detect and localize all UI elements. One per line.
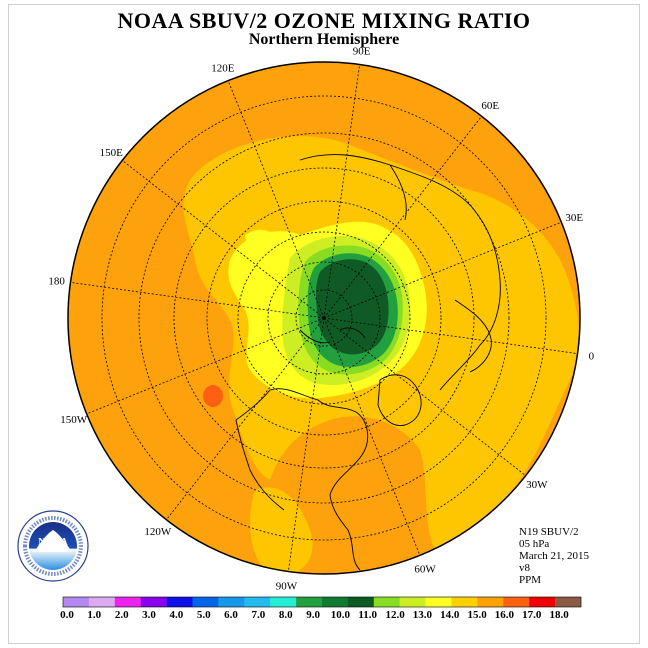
colorbar-label: 4.0: [170, 609, 184, 621]
colorbar-swatch: [373, 597, 400, 607]
ozone-field: [68, 62, 580, 574]
colorbar-label: 7.0: [252, 609, 266, 621]
noaa-logo: NOAA: [17, 510, 89, 582]
longitude-lines: [70, 64, 578, 572]
meridian-line: [70, 281, 325, 319]
meridian-line: [86, 317, 325, 415]
longitude-label: 60W: [414, 563, 436, 575]
longitude-label: 120E: [211, 63, 235, 75]
colorbar-label: 6.0: [224, 609, 238, 621]
longitude-label: 0: [589, 351, 595, 363]
colorbar-swatch: [425, 597, 452, 607]
colorbar-swatch: [503, 597, 530, 607]
ozone-band-12-13-arm: [245, 229, 280, 262]
colorbar-swatch: [347, 597, 374, 607]
colorbar-swatch: [114, 597, 141, 607]
colorbar: 0.0 1.0 2.0 3.0 4.0 5.0 6.0 7.0 8.0 9.0 10.0 11.0 12…: [60, 596, 582, 621]
colorbar-label: 15.0: [467, 609, 487, 621]
meridian-line: [227, 80, 325, 319]
figure-frame: [8, 4, 640, 644]
meridian-line: [323, 116, 482, 319]
greenland-outline: [377, 374, 422, 426]
colorbar-frame: [62, 596, 582, 608]
colorbar-swatch: [63, 597, 90, 607]
colorbar-swatch: [270, 597, 297, 607]
ozone-band-16-17-spot: [203, 385, 223, 407]
colorbar-swatch: [296, 597, 323, 607]
longitude-label: 150W: [60, 414, 88, 426]
longitude-label: 180: [48, 275, 65, 287]
map-title: NOAA SBUV/2 OZONE MIXING RATIO: [117, 8, 531, 33]
meridian-line: [323, 317, 526, 476]
colorbar-label: 2.0: [115, 609, 129, 621]
longitude-label: 90W: [276, 580, 298, 592]
meridian-line: [323, 317, 578, 355]
instrument-label: N19 SBUV/2: [519, 526, 579, 538]
colorbar-label: 9.0: [306, 609, 320, 621]
pressure-level-label: 05 hPa: [519, 538, 550, 550]
map-border: [67, 61, 581, 575]
colorbar-swatch: [555, 597, 582, 607]
coastlines: [235, 154, 501, 571]
version-label: v8: [519, 562, 530, 574]
colorbar-label: 16.0: [495, 609, 515, 621]
date-label: March 21, 2015: [519, 550, 589, 562]
longitude-label: 30W: [526, 479, 548, 491]
colorbar-swatch: [192, 597, 219, 607]
meridian-line: [122, 160, 325, 319]
colorbar-label: 11.0: [358, 609, 377, 621]
colorbar-label: 0.0: [60, 609, 74, 621]
colorbar-label: 12.0: [385, 609, 405, 621]
longitude-label: 150E: [100, 147, 124, 159]
colorbar-swatch: [88, 597, 115, 607]
meridian-line: [323, 221, 562, 319]
latitude-circles: [101, 95, 547, 541]
colorbar-swatch: [399, 597, 426, 607]
meridian-line: [323, 64, 361, 319]
colorbar-swatch: [451, 597, 478, 607]
colorbar-label: 18.0: [549, 609, 569, 621]
europe-outline: [454, 299, 492, 373]
colorbar-label: 5.0: [197, 609, 211, 621]
noaa-logo-text: NOAA: [38, 537, 68, 548]
meridian-line: [166, 317, 325, 520]
colorbar-label: 8.0: [279, 609, 293, 621]
colorbar-label: 10.0: [331, 609, 351, 621]
longitude-label: 90E: [353, 46, 371, 58]
colorbar-swatch: [166, 597, 193, 607]
colorbar-label: 13.0: [413, 609, 433, 621]
ozone-band-max: [316, 259, 389, 355]
colorbar-swatch: [140, 597, 167, 607]
colorbar-label: 14.0: [440, 609, 460, 621]
colorbar-swatch: [322, 597, 349, 607]
colorbar-swatch: [218, 597, 245, 607]
north-america-outline: [235, 388, 369, 571]
colorbar-swatch: [477, 597, 504, 607]
colorbar-label: 17.0: [522, 609, 542, 621]
gull-icon: [34, 530, 72, 552]
longitude-label: 120W: [144, 526, 172, 538]
meridian-line: [287, 317, 325, 572]
colorbar-swatch: [529, 597, 556, 607]
info-block: N19 SBUV/2 05 hPa March 21, 2015 v8 PPM: [519, 526, 589, 586]
longitude-label: 30E: [565, 212, 583, 224]
longitude-labels: 90E 60E 30E 0 30W 60W 90W 120W 150W 180 150E 120E: [48, 46, 594, 593]
arctic-islands-outline: [299, 327, 366, 344]
colorbar-label: 1.0: [87, 609, 101, 621]
meridian-line: [323, 317, 421, 556]
logo-ring-text: [23, 516, 83, 547]
units-label: PPM: [519, 574, 542, 586]
colorbar-swatch: [244, 597, 271, 607]
map-subtitle: Northern Hemisphere: [248, 31, 400, 48]
colorbar-label: 3.0: [142, 609, 156, 621]
longitude-label: 60E: [481, 100, 499, 112]
